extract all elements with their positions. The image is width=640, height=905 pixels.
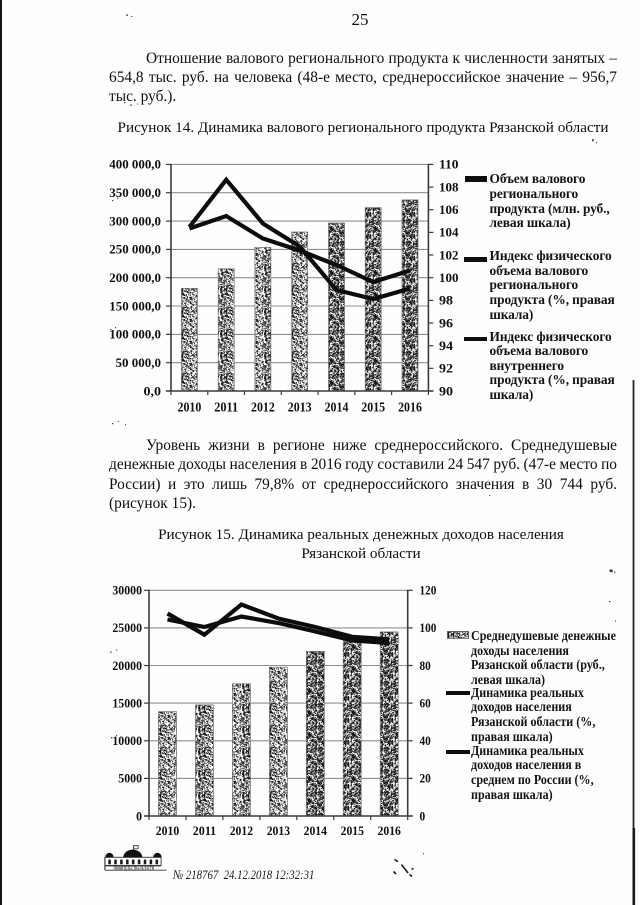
svg-text:2014: 2014 [325, 399, 349, 414]
svg-text:120: 120 [420, 584, 437, 598]
svg-text:106: 106 [439, 203, 459, 217]
svg-text:104: 104 [439, 226, 459, 240]
svg-text:10000: 10000 [112, 734, 142, 748]
svg-text:25000: 25000 [112, 621, 142, 635]
svg-text:96: 96 [439, 316, 454, 330]
svg-text:2011: 2011 [214, 399, 238, 414]
svg-text:2016: 2016 [398, 399, 422, 414]
svg-text:250 000,0: 250 000,0 [109, 243, 161, 257]
svg-text:94: 94 [439, 339, 454, 353]
svg-text:2013: 2013 [267, 824, 290, 838]
svg-text:15000: 15000 [112, 696, 142, 710]
svg-text:2010: 2010 [178, 399, 202, 414]
svg-text:ПРАВИТЕЛЬСТВА.ОБЛАСТИ: ПРАВИТЕЛЬСТВА.ОБЛАСТИ [114, 866, 155, 871]
svg-text:40: 40 [420, 734, 431, 748]
svg-text:300 000,0: 300 000,0 [109, 214, 161, 228]
svg-text:100: 100 [439, 271, 459, 285]
svg-text:2016: 2016 [378, 824, 402, 838]
svg-text:350 000,0: 350 000,0 [109, 186, 161, 200]
svg-text:2014: 2014 [304, 824, 328, 838]
svg-text:0: 0 [136, 809, 142, 823]
svg-text:60: 60 [420, 696, 431, 710]
svg-text:90: 90 [439, 384, 453, 398]
svg-text:110: 110 [439, 158, 459, 172]
svg-text:0: 0 [420, 809, 426, 823]
svg-text:100: 100 [420, 621, 437, 635]
svg-text:200 000,0: 200 000,0 [109, 271, 161, 285]
svg-text:5000: 5000 [118, 772, 142, 786]
svg-text:30000: 30000 [112, 584, 142, 598]
svg-text:20: 20 [420, 772, 431, 786]
svg-text:92: 92 [439, 362, 453, 376]
svg-text:2012: 2012 [251, 399, 275, 414]
svg-text:400 000,0: 400 000,0 [109, 158, 161, 172]
svg-text:108: 108 [439, 180, 459, 194]
svg-text:20000: 20000 [112, 659, 142, 673]
svg-text:80: 80 [420, 659, 431, 673]
svg-text:2012: 2012 [230, 824, 253, 838]
svg-text:2011: 2011 [193, 824, 216, 838]
svg-text:100 000,0: 100 000,0 [109, 328, 161, 342]
svg-text:2015: 2015 [361, 399, 385, 414]
svg-text:50 000,0: 50 000,0 [116, 356, 162, 370]
svg-text:2015: 2015 [341, 824, 364, 838]
svg-text:0,0: 0,0 [144, 384, 162, 398]
svg-text:2013: 2013 [288, 399, 312, 414]
svg-text:98: 98 [439, 294, 453, 308]
svg-text:150 000,0: 150 000,0 [109, 299, 161, 313]
svg-text:102: 102 [439, 248, 459, 262]
svg-text:2010: 2010 [156, 824, 179, 838]
